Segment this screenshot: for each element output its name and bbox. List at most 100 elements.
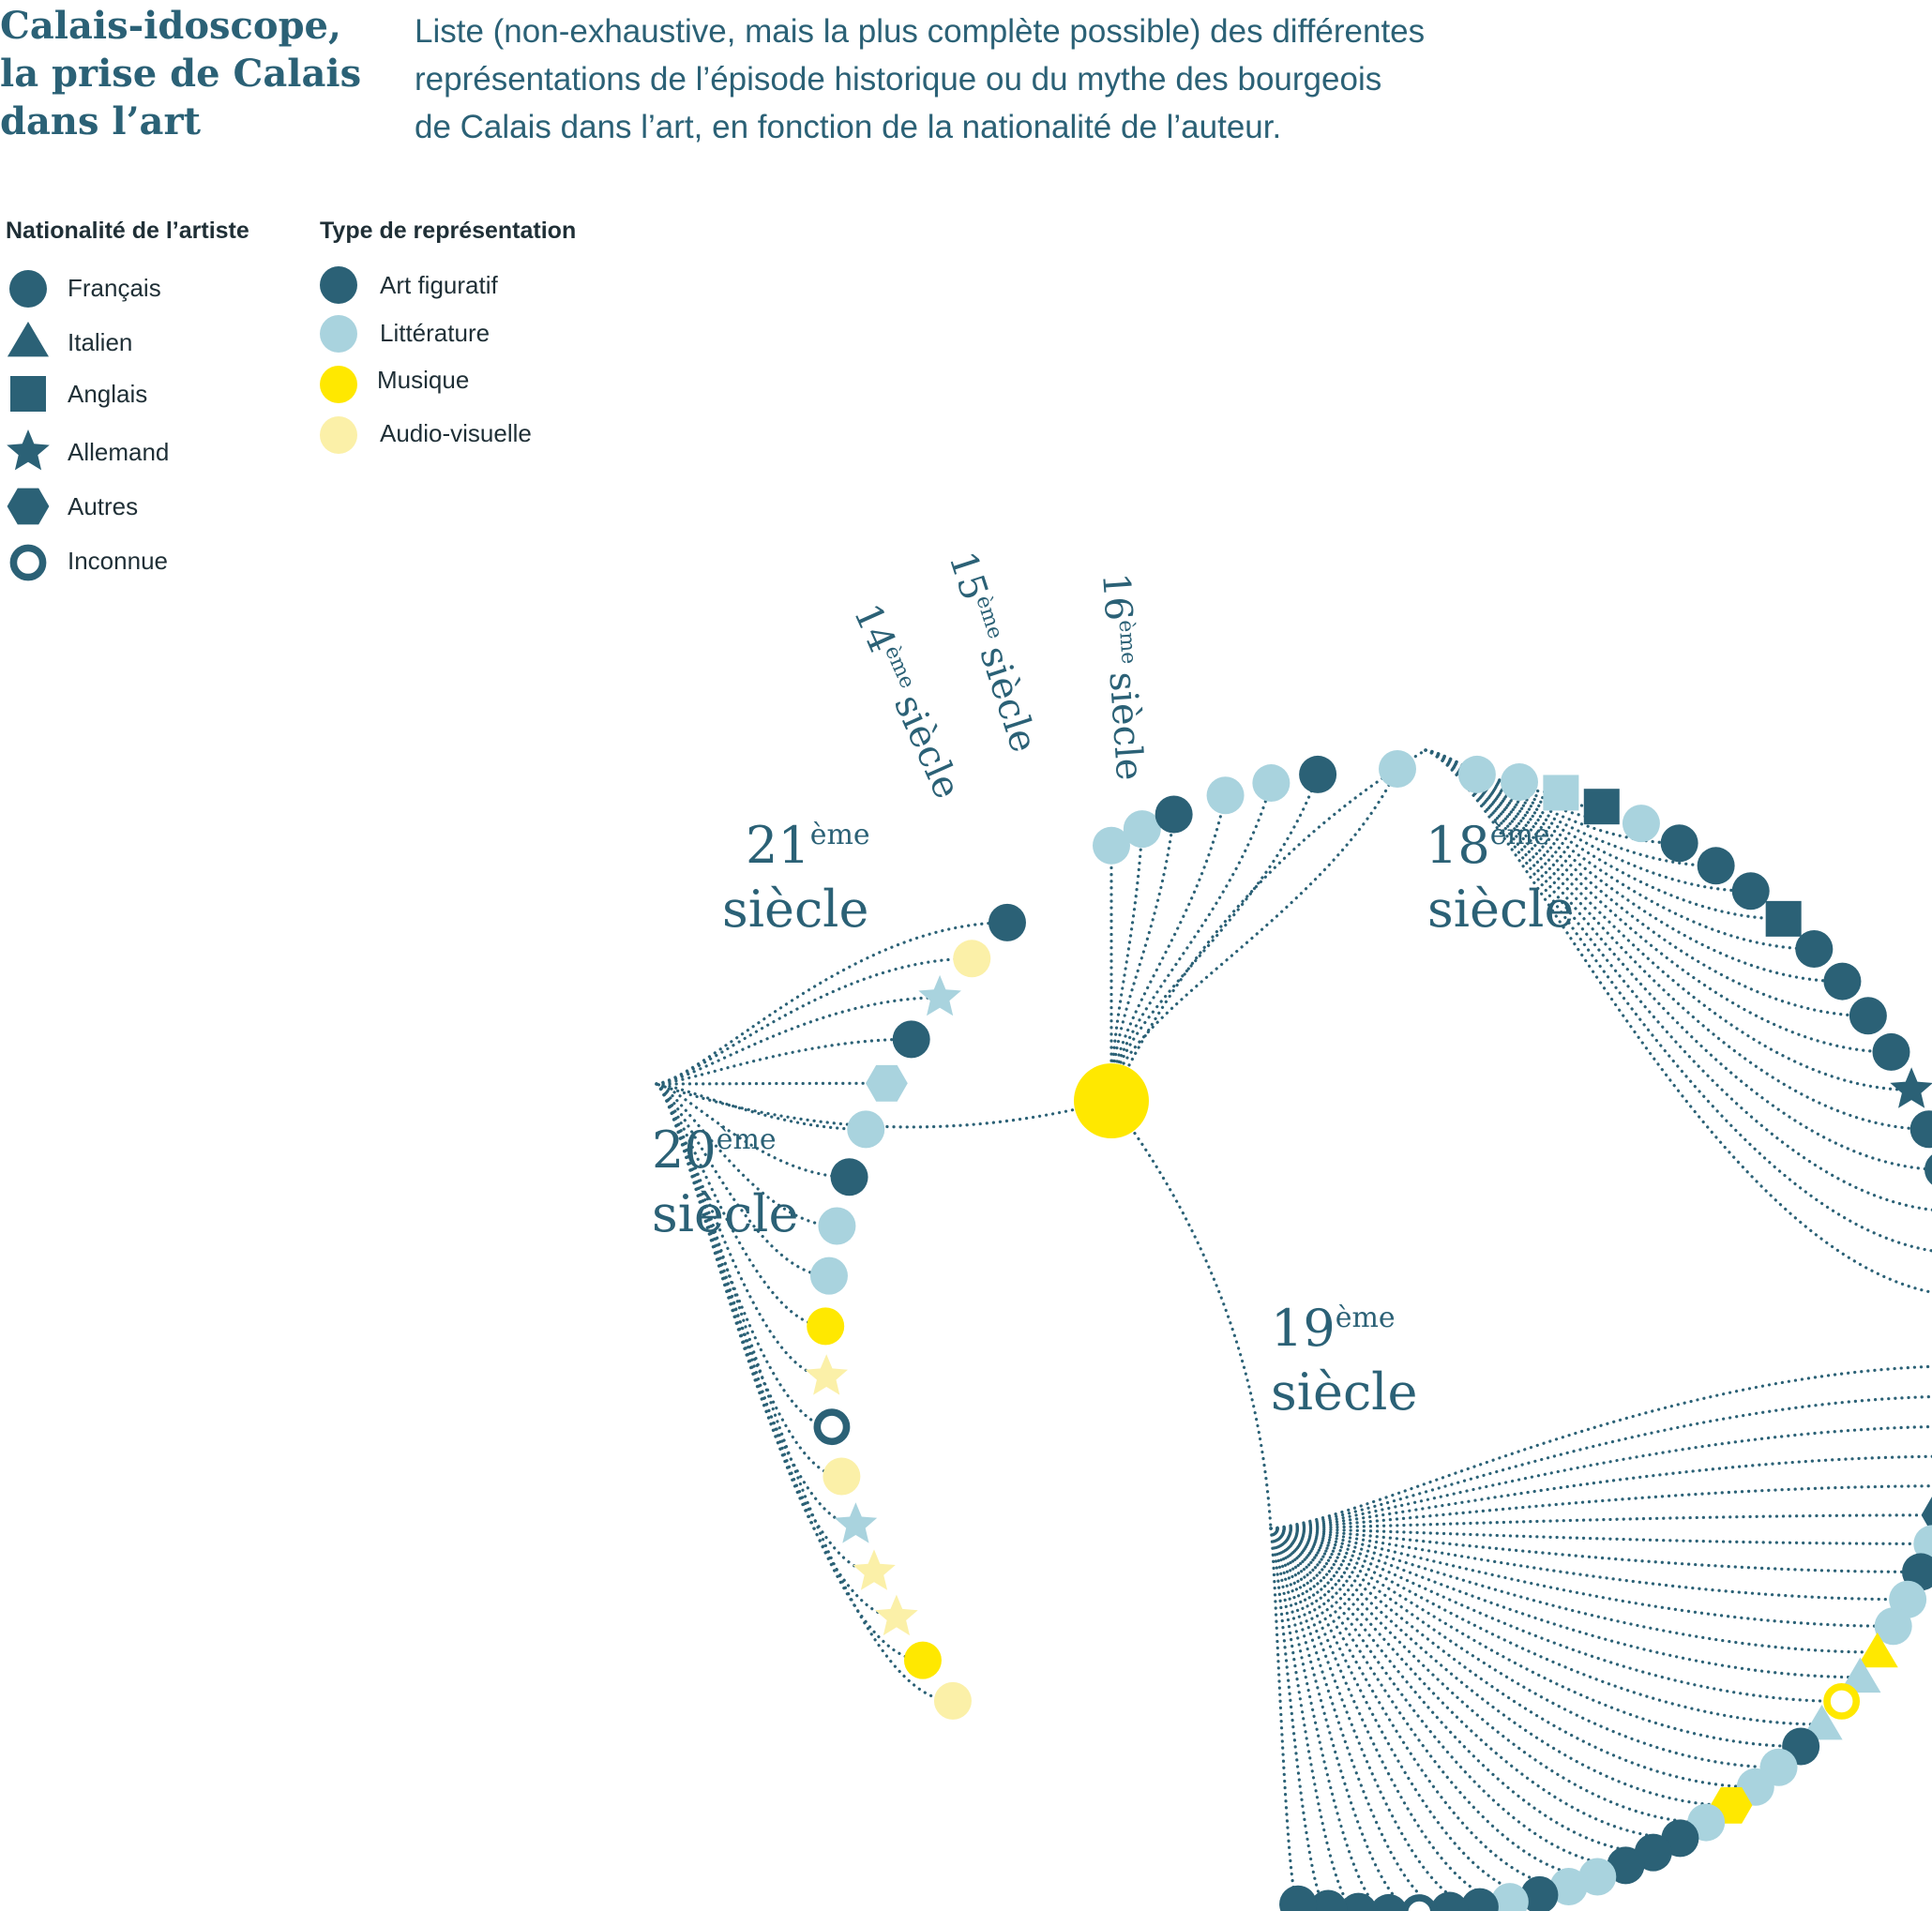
link-c18: [1424, 748, 1718, 867]
link-c19: [1269, 1527, 1781, 1769]
link-c19: [1269, 1527, 1571, 1888]
link-c20: [655, 921, 1009, 1086]
work-node-c15-circle: [1299, 755, 1337, 793]
link-c18: [1424, 748, 1931, 1131]
link-c20: [655, 1082, 955, 1703]
work-node-c20-circle: [933, 1681, 972, 1720]
work-node-c20-circle: [847, 1110, 885, 1149]
legend-symbols: [7, 266, 357, 581]
link-c19: [1269, 1527, 1360, 1911]
work-node-c14-circle: [1123, 810, 1161, 849]
link-c20: [655, 1082, 831, 1278]
link-c19: [1269, 1527, 1420, 1911]
link-c19: [1269, 1527, 1862, 1679]
link-c19: [1269, 1527, 1512, 1903]
label-c14: 14èmesiècle: [845, 597, 969, 805]
legend-type-swatch-icon: [320, 266, 357, 304]
work-node-c18-circle: [1823, 962, 1862, 1001]
link-c20: [655, 1082, 852, 1179]
work-node-c20-circle: [903, 1641, 942, 1679]
link-c19: [1269, 1527, 1733, 1807]
label-c18: 18ème: [1426, 816, 1550, 875]
work-node-c20-ring: [813, 1408, 851, 1446]
intro-line-1: Liste (non-exhaustive, mais la plus comp…: [415, 13, 1426, 50]
label-c21-word: siècle: [722, 880, 868, 939]
link-c19: [1269, 1527, 1923, 1573]
work-node-c18-circle: [1457, 755, 1496, 793]
legend-label-inconnue: Inconnue: [68, 547, 168, 575]
link-c19: [1269, 1527, 1824, 1726]
link-c20: [655, 1082, 828, 1378]
work-node-c19-circle: [1309, 1889, 1348, 1911]
work-node-c14-circle: [1155, 795, 1193, 834]
work-node-c19-circle: [1913, 1525, 1932, 1563]
link-c19: [1269, 1527, 1932, 1545]
work-node-c19-ring: [1823, 1683, 1861, 1720]
work-node-c20-star: [875, 1594, 918, 1636]
legend-type-title: Type de représentation: [320, 218, 577, 244]
work-node-c20-hexagon: [866, 1064, 908, 1102]
work-node-c19-circle: [1339, 1892, 1378, 1911]
legend-label-musique: Musique: [377, 366, 470, 394]
link-c20: [655, 1082, 827, 1328]
legend-type-swatch-icon: [320, 315, 357, 353]
label-c19-word: siècle: [1271, 1362, 1417, 1422]
work-node-c16-circle: [1379, 750, 1416, 788]
legend-label-audio-visuelle: Audio-visuelle: [380, 419, 532, 447]
work-node-c19-triangle: [1856, 1632, 1898, 1668]
work-node-c18-circle: [1795, 930, 1834, 969]
link-c19: [1269, 1527, 1682, 1840]
legend-circle-icon: [9, 270, 47, 308]
link-c19: [1269, 1527, 1452, 1911]
legend-label-art-figuratif: Art figuratif: [380, 271, 498, 299]
legend-star-icon: [7, 429, 50, 471]
work-node-c19-circle: [1578, 1858, 1617, 1896]
work-node-c18-square: [1543, 775, 1579, 811]
work-node-c18-circle: [1924, 1154, 1932, 1185]
root-node: [1074, 1063, 1149, 1138]
work-node-c19-circle: [1490, 1883, 1529, 1911]
link-c19: [1269, 1364, 1932, 1530]
work-node-c18-circle: [1622, 805, 1660, 843]
work-node-c20-circle: [953, 940, 991, 978]
work-node-c19-circle: [1279, 1885, 1318, 1911]
work-node-c20-circle: [830, 1158, 868, 1196]
link-c16: [1109, 767, 1399, 1103]
legend-label-francais: Français: [68, 274, 161, 302]
work-node-c18-circle: [1909, 1110, 1932, 1149]
legend-type-swatch-icon: [320, 416, 357, 454]
legend-type-swatch-icon: [320, 366, 357, 403]
work-node-c18-square: [1583, 789, 1620, 825]
work-node-c18-circle: [1849, 997, 1887, 1035]
work-node-c15-circle: [1252, 764, 1291, 803]
link-c19: [1269, 1527, 1330, 1911]
label-c15: 15èmesiècle: [940, 547, 1045, 758]
link-c19: [1269, 1513, 1932, 1530]
link-c20: [655, 996, 942, 1086]
nodes-layer: [805, 750, 1932, 1911]
work-node-c18-circle: [1872, 1032, 1910, 1071]
work-node-c19-circle: [1369, 1893, 1408, 1911]
intro-line-2: représentations de l’épisode historique …: [415, 61, 1382, 98]
label-c19: 19ème: [1271, 1299, 1396, 1358]
legend-label-anglais: Anglais: [68, 380, 148, 408]
link-c19: [1269, 1527, 1708, 1825]
label-c16: 16èmesiècle: [1094, 571, 1151, 781]
work-node-c20-star: [853, 1549, 896, 1590]
work-node-c15-circle: [1206, 776, 1245, 815]
work-node-c19-circle: [1607, 1846, 1645, 1885]
work-node-c18-circle: [1697, 847, 1735, 885]
link-c19: [1269, 1454, 1932, 1530]
title-line-3: dans l’art: [0, 99, 202, 143]
legend-triangle-icon: [7, 322, 49, 357]
link-c19: [1269, 1527, 1655, 1855]
link-c19: [1269, 1394, 1932, 1530]
legend-hexagon-icon: [7, 488, 50, 525]
work-node-c20-star: [834, 1502, 878, 1543]
legend-label-italien: Italien: [68, 328, 133, 356]
work-node-c14-circle: [1093, 826, 1130, 865]
work-node-c19-circle: [1874, 1607, 1912, 1646]
link-c14: [1109, 827, 1144, 1103]
link-c20: [655, 1081, 888, 1086]
work-node-c18-circle: [1660, 824, 1698, 863]
